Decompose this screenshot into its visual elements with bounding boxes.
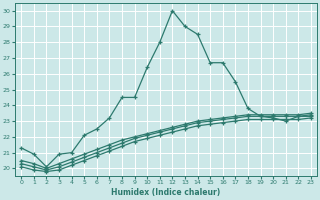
X-axis label: Humidex (Indice chaleur): Humidex (Indice chaleur)	[111, 188, 221, 197]
